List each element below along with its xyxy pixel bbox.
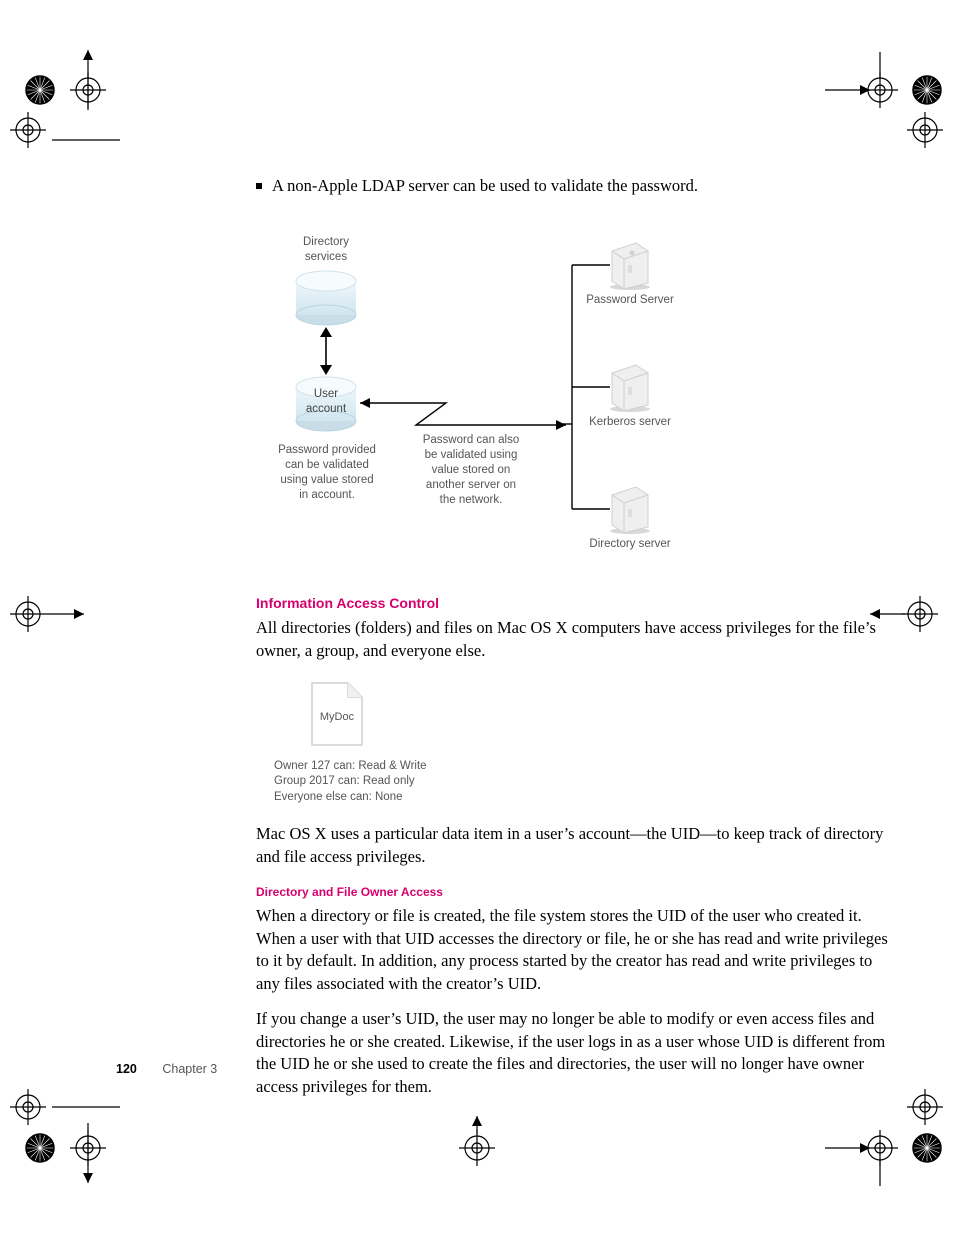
mydoc-label: MyDoc [308, 711, 366, 723]
mydoc-file-icon: MyDoc [308, 681, 366, 749]
kerberos-server-label: Kerberos server [570, 415, 690, 430]
perm-owner: Owner 127 can: Read & Write [274, 759, 896, 775]
heading-info-access: Information Access Control [256, 595, 896, 611]
password-server-label: Password Server [570, 293, 690, 308]
heading-dir-file-owner: Directory and File Owner Access [256, 885, 896, 899]
kerberos-server-icon [602, 357, 658, 413]
password-validation-diagram: Directory services [256, 225, 896, 545]
perm-group: Group 2017 can: Read only [274, 774, 896, 790]
chapter-label: Chapter 3 [162, 1062, 217, 1076]
para-4: If you change a user’s UID, the user may… [256, 1008, 896, 1099]
directory-services-label: Directory services [276, 235, 376, 265]
para-1: All directories (folders) and files on M… [256, 617, 896, 663]
permissions-list: Owner 127 can: Read & Write Group 2017 c… [274, 759, 896, 806]
user-account-label: User account [296, 387, 356, 417]
directory-services-cylinder-icon [294, 269, 358, 329]
left-caption: Password provided can be validated using… [252, 443, 402, 503]
mydoc-block: MyDoc Owner 127 can: Read & Write Group … [274, 681, 896, 806]
directory-server-label: Directory server [570, 537, 690, 552]
password-server-icon [602, 235, 658, 291]
para-2: Mac OS X uses a particular data item in … [256, 823, 896, 869]
bullet-text: A non-Apple LDAP server can be used to v… [272, 175, 698, 197]
perm-everyone: Everyone else can: None [274, 790, 896, 806]
page-content: A non-Apple LDAP server can be used to v… [256, 175, 896, 1111]
page-footer: 120 Chapter 3 [116, 1062, 217, 1076]
bidirectional-arrow-icon [316, 327, 336, 375]
bullet-item: A non-Apple LDAP server can be used to v… [256, 175, 896, 197]
directory-server-icon [602, 479, 658, 535]
para-3: When a directory or file is created, the… [256, 905, 896, 996]
page-number: 120 [116, 1062, 137, 1076]
bullet-square-icon [256, 183, 262, 189]
